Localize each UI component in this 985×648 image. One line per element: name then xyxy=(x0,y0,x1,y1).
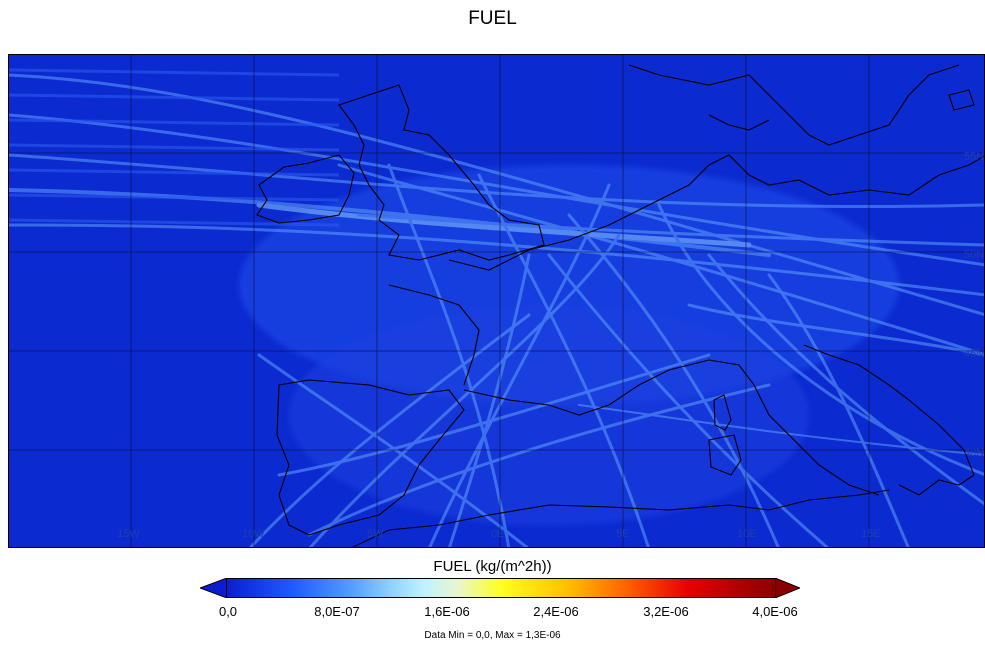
colorbar-gradient xyxy=(226,578,776,598)
colorbar-tick-label: 0,0 xyxy=(218,604,238,619)
fuel-map: 15W 10W 5W 0E 5E 10E 15E 55N 50N 45N 40N xyxy=(8,54,985,548)
lon-label-5w: 5W xyxy=(367,528,384,540)
emission-glow xyxy=(239,165,899,525)
lat-label-40n: 40N xyxy=(964,447,985,459)
flight-tracks xyxy=(9,73,984,547)
lon-label-0e: 0E xyxy=(491,528,505,540)
colorbar-left-arrow xyxy=(200,578,227,598)
lon-label-5e: 5E xyxy=(616,528,630,540)
colorbar-tick-label: 2,4E-06 xyxy=(533,604,579,619)
colorbar-tick-label: 3,2E-06 xyxy=(643,604,689,619)
graticule xyxy=(9,55,984,547)
lon-label-10e: 10E xyxy=(737,528,757,540)
map-canvas xyxy=(9,55,984,547)
lat-label-50n: 50N xyxy=(964,249,985,261)
colorbar xyxy=(200,578,800,600)
data-range-note: Data Min = 0,0, Max = 1,3E-06 xyxy=(424,630,561,641)
lon-label-15w: 15W xyxy=(117,528,140,540)
colorbar-tick-label: 8,0E-07 xyxy=(314,604,360,619)
lat-label-45n: 45N xyxy=(964,348,985,360)
coastlines xyxy=(256,64,984,547)
colorbar-right-arrow xyxy=(775,578,800,598)
lon-label-10w: 10W xyxy=(242,528,265,540)
figure-title: FUEL xyxy=(468,8,517,29)
lon-label-15e: 15E xyxy=(861,528,881,540)
colorbar-title: FUEL (kg/(m^2h)) xyxy=(433,558,552,575)
ocean-banding xyxy=(9,68,340,227)
colorbar-ticks: 0,0 8,0E-07 1,6E-06 2,4E-06 3,2E-06 4,0E… xyxy=(0,604,985,624)
colorbar-tick-label: 1,6E-06 xyxy=(424,604,470,619)
colorbar-tick-label: 4,0E-06 xyxy=(752,604,798,619)
lat-label-55n: 55N xyxy=(964,151,985,163)
